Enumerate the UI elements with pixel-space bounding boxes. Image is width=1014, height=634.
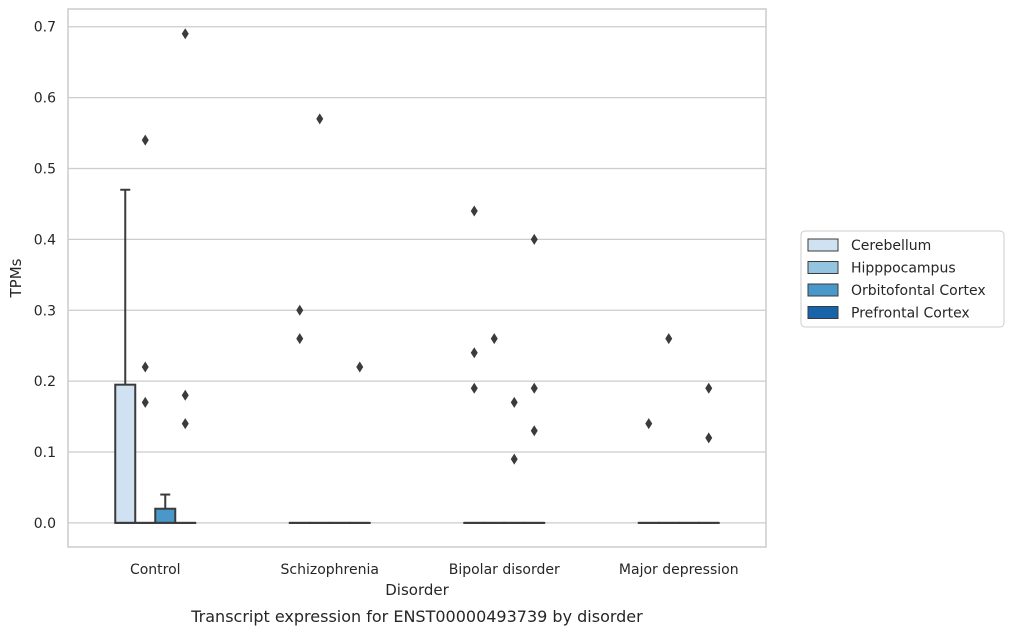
y-tick-label: 0.3: [34, 303, 56, 319]
outlier-point: [316, 113, 324, 125]
outlier-point: [530, 425, 538, 437]
x-axis-ticks: Control Schizophrenia Bipolar disorder Majo…: [130, 562, 739, 578]
outlier-point: [510, 453, 518, 465]
outlier-point: [296, 304, 304, 316]
y-tick-label: 0.4: [34, 232, 56, 248]
y-axis-title: TPMs: [7, 258, 25, 298]
x-tick-label: Control: [130, 562, 181, 578]
legend-swatch: [807, 238, 839, 252]
outlier-point: [510, 396, 518, 408]
legend-label: Cerebellum: [851, 238, 931, 254]
legend-swatch: [807, 306, 839, 319]
chart-caption: Transcript expression for ENST0000049373…: [190, 607, 643, 626]
outlier-point: [141, 396, 149, 408]
y-tick-label: 0.1: [34, 445, 56, 461]
outlier-point: [665, 333, 673, 345]
outlier-point: [490, 333, 498, 345]
outlier-point: [470, 205, 478, 217]
legend-swatch: [807, 261, 839, 274]
y-tick-label: 0.2: [34, 374, 56, 390]
outlier-point: [181, 389, 189, 401]
outlier-point: [356, 361, 364, 373]
x-axis-title: Disorder: [385, 581, 449, 599]
outlier-point: [530, 382, 538, 394]
outlier-point: [645, 418, 653, 430]
outlier-point: [470, 347, 478, 359]
outlier-point: [296, 333, 304, 345]
y-axis-ticks: 0.0 0.1 0.2 0.3 0.4 0.5 0.6 0.7: [34, 20, 56, 532]
legend-label: Hipppocampus: [851, 261, 956, 277]
outlier-point: [470, 382, 478, 394]
x-tick-label: Major depression: [619, 562, 739, 578]
outlier-point: [530, 233, 538, 245]
outlier-point: [141, 361, 149, 373]
outlier-point: [705, 432, 713, 444]
x-tick-label: Schizophrenia: [281, 562, 379, 578]
box-orbitofontal-cortex: [154, 507, 177, 524]
outlier-point: [705, 382, 713, 394]
box-cerebellum: [114, 383, 137, 524]
y-tick-label: 0.6: [34, 91, 56, 107]
box-groups: [114, 28, 720, 524]
outlier-point: [181, 418, 189, 430]
y-tick-label: 0.5: [34, 161, 56, 177]
legend: Cerebellum Hipppocampus Orbitofontal Corte…: [800, 230, 1005, 328]
outlier-point: [181, 28, 189, 40]
outlier-point: [141, 134, 149, 146]
x-tick-label: Bipolar disorder: [449, 562, 560, 578]
legend-label: Prefrontal Cortex: [851, 306, 970, 322]
plot-area-frame: [67, 8, 767, 548]
y-tick-label: 0.7: [34, 20, 56, 36]
legend-swatch: [807, 283, 839, 297]
y-tick-label: 0.0: [34, 516, 56, 532]
legend-frame: [800, 230, 1005, 328]
legend-label: Orbitofontal Cortex: [851, 283, 986, 299]
